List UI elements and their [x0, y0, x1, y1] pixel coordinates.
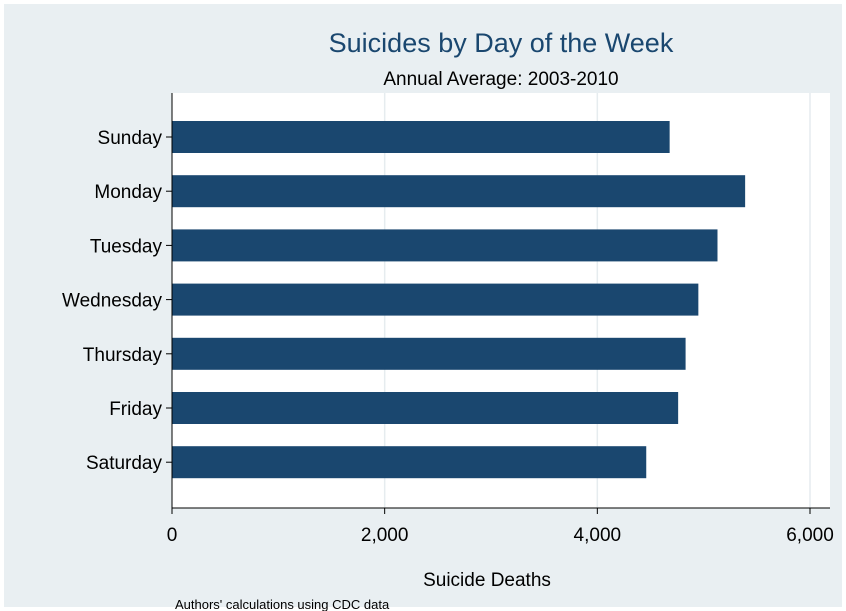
y-tick-label: Monday [94, 182, 162, 203]
y-tick-label: Thursday [83, 345, 163, 366]
bar-saturday [172, 446, 647, 479]
bar-sunday [172, 121, 670, 153]
chart-title: Suicides by Day of the Week [329, 28, 674, 58]
bar-wednesday [172, 283, 699, 316]
y-tick-label: Sunday [98, 128, 163, 149]
x-tick-label: 0 [167, 525, 178, 546]
x-tick-label: 4,000 [574, 525, 622, 546]
chart-subtitle: Annual Average: 2003-2010 [383, 69, 618, 90]
chart-note: Authors' calculations using CDC data [175, 597, 390, 611]
bar-thursday [172, 337, 686, 370]
x-axis-label: Suicide Deaths [423, 570, 551, 591]
y-tick-label: Tuesday [90, 236, 163, 257]
x-ticks: 0 2,000 4,000 6,000 [167, 508, 834, 546]
bars [172, 121, 746, 479]
y-tick-label: Saturday [86, 453, 163, 474]
x-tick-label: 6,000 [786, 525, 834, 546]
y-tick-label: Friday [109, 399, 162, 420]
bar-monday [172, 175, 746, 208]
y-tick-labels: Sunday Monday Tuesday Wednesday Thursday Frid… [62, 128, 172, 474]
bar-tuesday [172, 229, 718, 262]
bar-friday [172, 392, 679, 424]
x-tick-label: 2,000 [361, 525, 409, 546]
y-tick-label: Wednesday [62, 291, 162, 312]
